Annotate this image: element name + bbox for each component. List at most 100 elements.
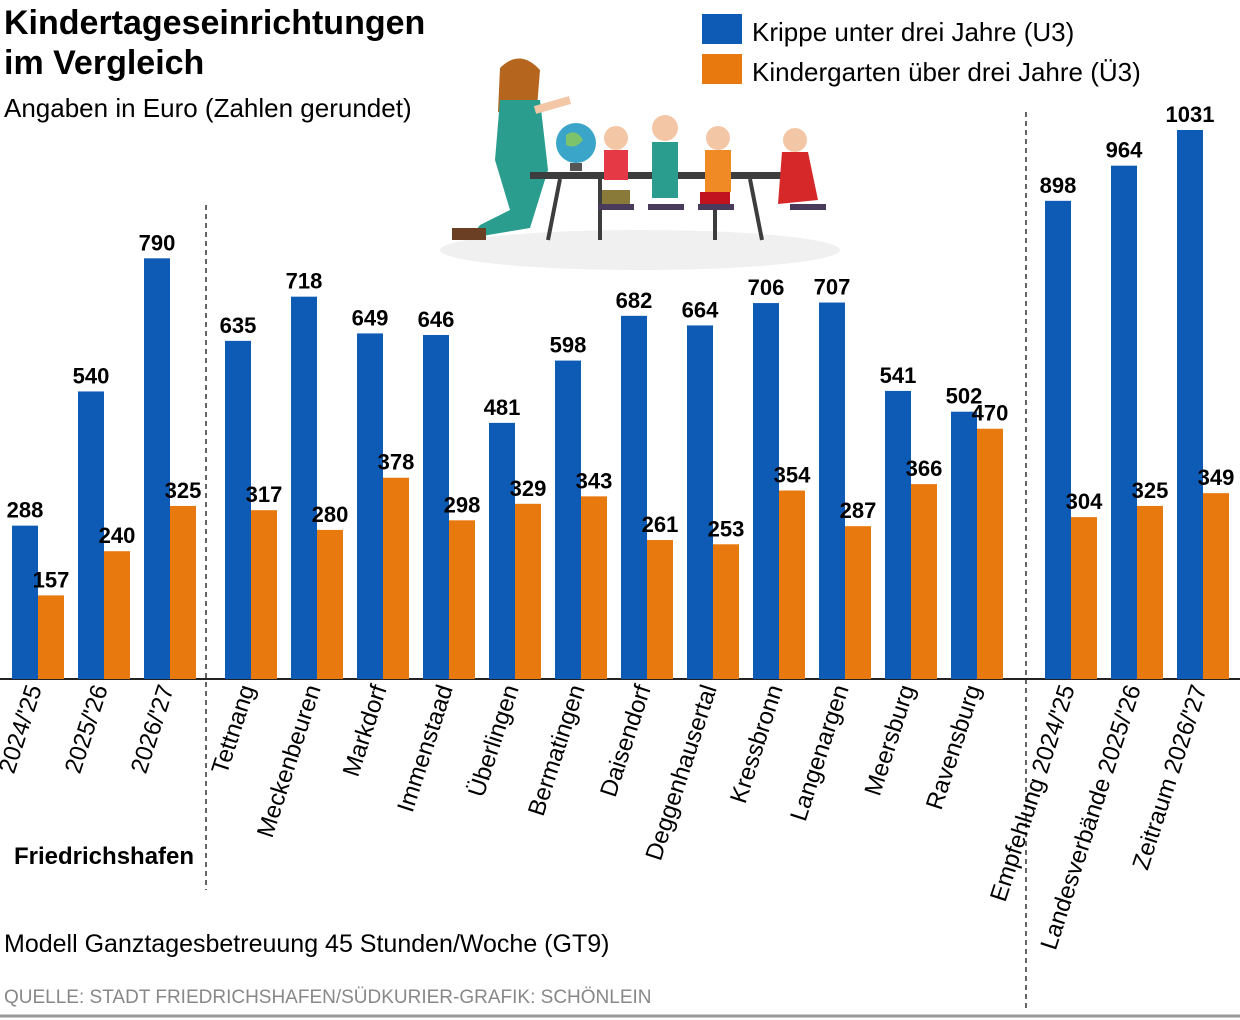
bar-u3-16 xyxy=(1111,165,1137,680)
bar-u3-5 xyxy=(357,333,383,679)
bar-u3-8 xyxy=(555,360,581,679)
value-label-u3-16: 964 xyxy=(1106,138,1143,163)
bar-u3-12 xyxy=(819,302,845,679)
value-label-ue3-14: 470 xyxy=(972,401,1009,426)
value-label-ue3-1: 240 xyxy=(99,523,136,548)
value-label-ue3-9: 261 xyxy=(642,512,679,537)
bar-ue3-6 xyxy=(449,520,475,679)
bar-ue3-16 xyxy=(1137,505,1163,679)
bar-ue3-8 xyxy=(581,496,607,679)
category-label-12: Langenargen xyxy=(785,682,854,825)
chart-subtitle: Angaben in Euro (Zahlen gerundet) xyxy=(4,93,412,123)
category-label-3: Tettnang xyxy=(207,682,261,778)
bar-u3-10 xyxy=(687,325,713,679)
legend-label-u3: Krippe unter drei Jahre (U3) xyxy=(752,17,1074,47)
category-label-14: Ravensburg xyxy=(921,682,987,813)
bar-u3-7 xyxy=(489,422,515,679)
value-label-u3-2: 790 xyxy=(139,230,176,255)
bar-ue3-4 xyxy=(317,529,343,679)
category-label-5: Markdorf xyxy=(338,681,393,780)
value-label-u3-15: 898 xyxy=(1040,173,1077,198)
value-label-u3-1: 540 xyxy=(73,363,110,388)
chart-title-line2: im Vergleich xyxy=(4,44,204,82)
value-label-ue3-16: 325 xyxy=(1132,478,1169,503)
footer-note: Modell Ganztagesbetreuung 45 Stunden/Woc… xyxy=(4,930,609,958)
category-label-4: Meckenbeuren xyxy=(252,682,327,841)
value-label-u3-5: 649 xyxy=(352,305,389,330)
value-label-ue3-4: 280 xyxy=(312,502,349,527)
value-label-u3-10: 664 xyxy=(682,297,719,322)
bar-ue3-17 xyxy=(1203,493,1229,679)
value-label-u3-6: 646 xyxy=(418,307,455,332)
bar-u3-11 xyxy=(753,303,779,679)
value-label-u3-4: 718 xyxy=(286,269,323,294)
value-label-u3-13: 541 xyxy=(880,363,917,388)
value-label-ue3-11: 354 xyxy=(774,462,811,487)
bar-ue3-12 xyxy=(845,526,871,679)
value-label-ue3-7: 329 xyxy=(510,476,547,501)
footer-source: QUELLE: STADT FRIEDRICHSHAFEN/SÜDKURIER-… xyxy=(4,987,652,1008)
value-label-ue3-13: 366 xyxy=(906,456,943,481)
value-label-u3-12: 707 xyxy=(814,275,851,300)
value-label-ue3-12: 287 xyxy=(840,498,877,523)
legend-label-ue3: Kindergarten über drei Jahre (Ü3) xyxy=(752,57,1141,87)
legend-swatch-u3 xyxy=(702,14,742,44)
bar-u3-3 xyxy=(225,340,251,679)
bar-u3-1 xyxy=(78,391,104,679)
group-label-friedrichshafen: Friedrichshafen xyxy=(14,843,194,870)
bar-ue3-13 xyxy=(911,484,937,679)
bar-u3-2 xyxy=(144,258,170,679)
bar-u3-17 xyxy=(1177,130,1203,679)
category-label-9: Daisendorf xyxy=(595,681,657,800)
category-label-8: Bermatingen xyxy=(523,682,591,820)
legend: Krippe unter drei Jahre (U3) Kindergarte… xyxy=(702,14,1141,87)
bar-u3-6 xyxy=(423,335,449,679)
value-labels-layer: 288 157 540 240 790 325 635 317 718 280 649 378 646 2… xyxy=(7,102,1235,592)
bar-ue3-2 xyxy=(170,505,196,679)
value-label-u3-3: 635 xyxy=(220,313,257,338)
value-label-u3-11: 706 xyxy=(748,275,785,300)
value-label-ue3-10: 253 xyxy=(708,516,745,541)
bar-ue3-5 xyxy=(383,477,409,679)
value-label-u3-7: 481 xyxy=(484,395,521,420)
bar-u3-0 xyxy=(12,525,38,679)
bar-u3-9 xyxy=(621,315,647,679)
category-label-7: Überlingen xyxy=(463,682,525,801)
value-label-ue3-17: 349 xyxy=(1198,465,1235,490)
category-label-2: 2026/'27 xyxy=(126,682,180,777)
value-label-u3-9: 682 xyxy=(616,288,653,313)
value-label-u3-14: 502 xyxy=(946,384,983,409)
value-label-u3-8: 598 xyxy=(550,333,587,358)
value-label-u3-17: 1031 xyxy=(1166,102,1215,127)
category-label-0: 2024/'25 xyxy=(0,682,48,777)
category-label-10: Deggenhausertal xyxy=(641,682,723,864)
bar-ue3-3 xyxy=(251,510,277,679)
bar-ue3-0 xyxy=(38,595,64,679)
value-label-ue3-6: 298 xyxy=(444,492,481,517)
bars-layer xyxy=(12,130,1229,680)
bar-ue3-11 xyxy=(779,490,805,679)
bar-ue3-15 xyxy=(1071,517,1097,679)
value-label-ue3-5: 378 xyxy=(378,450,415,475)
category-label-11: Kressbronn xyxy=(725,682,789,807)
category-label-17: Zeitraum 2026/'27 xyxy=(1127,682,1212,874)
bar-ue3-14 xyxy=(977,428,1003,679)
bar-ue3-1 xyxy=(104,551,130,679)
legend-swatch-ue3 xyxy=(702,54,742,84)
bar-u3-14 xyxy=(951,411,977,679)
bar-u3-15 xyxy=(1045,200,1071,679)
bar-ue3-9 xyxy=(647,540,673,679)
category-label-13: Meersburg xyxy=(860,682,921,799)
bar-u3-13 xyxy=(885,390,911,679)
teacher-with-children-illustration xyxy=(440,58,840,270)
value-label-ue3-15: 304 xyxy=(1066,489,1103,514)
bar-ue3-7 xyxy=(515,503,541,679)
bar-ue3-10 xyxy=(713,544,739,679)
category-label-1: 2025/'26 xyxy=(60,682,114,777)
category-label-6: Immenstaad xyxy=(392,682,458,816)
value-label-u3-0: 288 xyxy=(7,498,44,523)
value-label-ue3-2: 325 xyxy=(165,478,202,503)
chart-title-line1: Kindertageseinrichtungen xyxy=(4,4,425,42)
category-labels-layer: 2024/'25 2025/'26 2026/'27 TettnangMeckenbe… xyxy=(0,681,1213,953)
